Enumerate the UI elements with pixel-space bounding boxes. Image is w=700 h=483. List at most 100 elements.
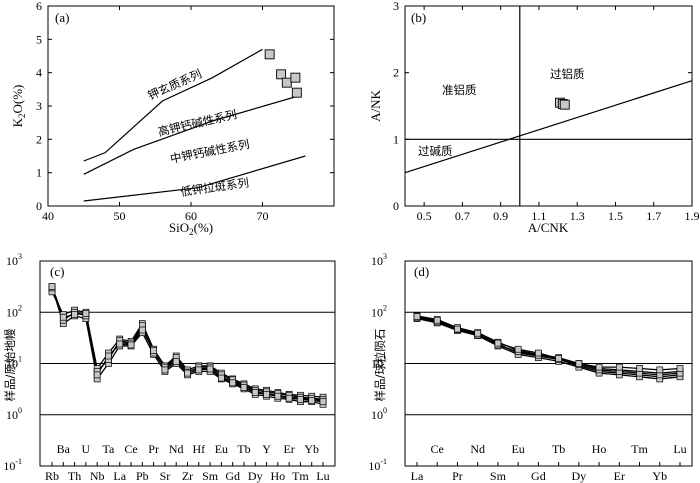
panel-a-xticks: 40 50 60 70: [42, 6, 269, 223]
panel-a-field-label-3: 低钾拉斑系列: [179, 176, 249, 199]
panel-c-xtick-label: Hf: [192, 442, 205, 456]
panel-d-series-line-4: [416, 316, 681, 371]
panel-b-sample-point-2: [559, 99, 570, 110]
panel-a-ytick-label: 5: [36, 32, 42, 46]
panel-d-xtick-label: Yb: [652, 469, 667, 483]
panel-c-xtick-label: Th: [68, 469, 81, 483]
panel-c-series-4-point-2: [71, 311, 78, 318]
panel-c-series-4-point-18: [251, 389, 259, 396]
panel-d-xticks: La Ce Pr Nd Sm Eu Gd Tb Dy Ho Er Tm Yb Lu: [411, 442, 687, 483]
panel-a: (a) 40 50 60 70 0 1 2 3 4 5 6 SiO2(%) K2O(%) 钾玄质系…: [10, 0, 335, 237]
panel-b-field-label-2: 过碱质: [418, 144, 453, 158]
panel-c-series-line-2: [51, 291, 324, 398]
panel-d-xtick-label: Tb: [552, 442, 565, 456]
panel-d-xtick-label: Sm: [490, 469, 507, 483]
panel-b-xlabel: A/CNK: [528, 220, 569, 235]
panel-d-ytick-label: 10-1: [368, 457, 387, 473]
panel-a-sample-point-3: [290, 72, 301, 83]
panel-d-xtick-label: Lu: [673, 442, 686, 456]
panel-c-ytick-label: 10-1: [3, 457, 22, 473]
panel-b-tag: (b): [411, 10, 426, 25]
panel-c-series-4-point-0: [48, 283, 56, 290]
panel-c-series-4-point-23: [308, 397, 316, 404]
panel-d-ytick-label: 102: [371, 303, 387, 319]
panel-a-ytick-label: 0: [36, 199, 42, 213]
panel-d-series-line-3: [416, 317, 681, 376]
panel-c-series-4-point-16: [229, 379, 237, 387]
panel-a-xlabel: SiO2(%): [169, 220, 213, 237]
panel-d-xtick-label: Tm: [631, 442, 648, 456]
panel-b-ytick-label: 1: [393, 132, 399, 146]
panel-c-xtick-label: Eu: [215, 442, 228, 456]
panel-a-field-label-0: 钾玄质系列: [146, 67, 204, 103]
panel-b-xticks: 0.5 0.7 0.9 1.1 1.3 1.5 1.7 1.9: [417, 6, 700, 223]
panel-d-xtick-label: Gd: [531, 469, 546, 483]
panel-d-series: [413, 312, 684, 383]
panel-c-xtick-label: U: [82, 442, 91, 456]
panel-a-sample-point-4: [291, 87, 302, 98]
panel-c-xtick-label: Ba: [57, 442, 71, 456]
panel-a-ytick-label: 4: [36, 66, 42, 80]
panel-c-series-4-point-24: [319, 398, 327, 406]
panel-c-series-4-point-13: [195, 366, 203, 374]
panel-b-xtick-label: 1.7: [646, 209, 661, 223]
panel-a-ytick-label: 2: [36, 132, 42, 146]
panel-d-xtick-label: La: [411, 469, 424, 483]
panel-c-xtick-label: Zr: [182, 469, 193, 483]
panel-d-ytick-label: 103: [371, 252, 387, 268]
panel-c-xtick-label: Ho: [270, 469, 285, 483]
panel-c-xtick-label: Ce: [124, 442, 137, 456]
panel-b-ylabel: A/NK: [368, 90, 383, 122]
panel-a-ytick-label: 3: [36, 99, 42, 113]
panel-c-series-4-point-5: [105, 352, 112, 360]
panel-d-series-4-point-7: [555, 355, 562, 362]
panel-c-xtick-label: Y: [262, 442, 271, 456]
panel-c-xtick-label: Yb: [304, 442, 319, 456]
panel-c-series-4-point-6: [116, 340, 124, 348]
panel-d-series-4-point-3: [474, 329, 482, 337]
panel-c-xtick-label: Tb: [237, 442, 250, 456]
panel-c-series-4-point-15: [218, 374, 225, 382]
panel-c-xtick-label: Lu: [316, 469, 329, 483]
panel-b-xtick-label: 0.9: [493, 209, 508, 223]
panel-a-xtick-label: 60: [185, 209, 197, 223]
panel-c-xtick-label: Rb: [45, 469, 59, 483]
panel-d-series-4-point-13: [676, 365, 684, 372]
panel-c-series-4-point-7: [127, 341, 135, 349]
panel-c-xtick-label: La: [113, 469, 126, 483]
panel-a-boundaries: [83, 48, 306, 202]
panel-c-xtick-label: Dy: [248, 469, 263, 483]
panel-b-ytick-label: 3: [393, 0, 399, 13]
panel-c-series-4-point-10: [161, 366, 169, 374]
panel-a-field-label-1: 高钾钙碱性系列: [157, 107, 239, 139]
panel-d-xtick-label: Pr: [452, 469, 463, 483]
panel-d-xtick-label: Er: [614, 469, 625, 483]
panel-b-xtick-label: 1.1: [531, 209, 546, 223]
panel-b-xtick-label: 1.3: [570, 209, 585, 223]
panel-b-xtick-label: 0.7: [455, 209, 470, 223]
panel-c-ytick-label: 103: [6, 252, 22, 268]
panel-c-xtick-label: Nb: [90, 469, 105, 483]
panel-c-series-4-point-20: [274, 392, 282, 400]
panel-c-xtick-label: Nd: [169, 442, 184, 456]
panel-b-xtick-label: 0.5: [417, 209, 432, 223]
panel-d-ylabel: 样品/球粒陨石: [373, 329, 387, 402]
panel-a-boundary-line-0: [83, 48, 263, 162]
panel-c-series-4-point-8: [138, 326, 146, 334]
panel-c-series: [48, 283, 327, 408]
panel-d-ytick-label: 100: [371, 406, 387, 422]
panel-d-series-4-point-12: [656, 366, 664, 374]
panel-a-ytick-label: 6: [36, 0, 42, 13]
panel-d-xtick-label: Dy: [572, 469, 587, 483]
panel-d-series-4-point-8: [575, 360, 583, 367]
panel-a-field-label-2: 中钾钙碱性系列: [169, 137, 251, 166]
panel-a-sample-point-0: [264, 49, 275, 60]
panel-d-series-4-point-10: [615, 363, 623, 371]
panel-c-xtick-label: Er: [283, 442, 294, 456]
panel-b-points: [555, 97, 570, 110]
